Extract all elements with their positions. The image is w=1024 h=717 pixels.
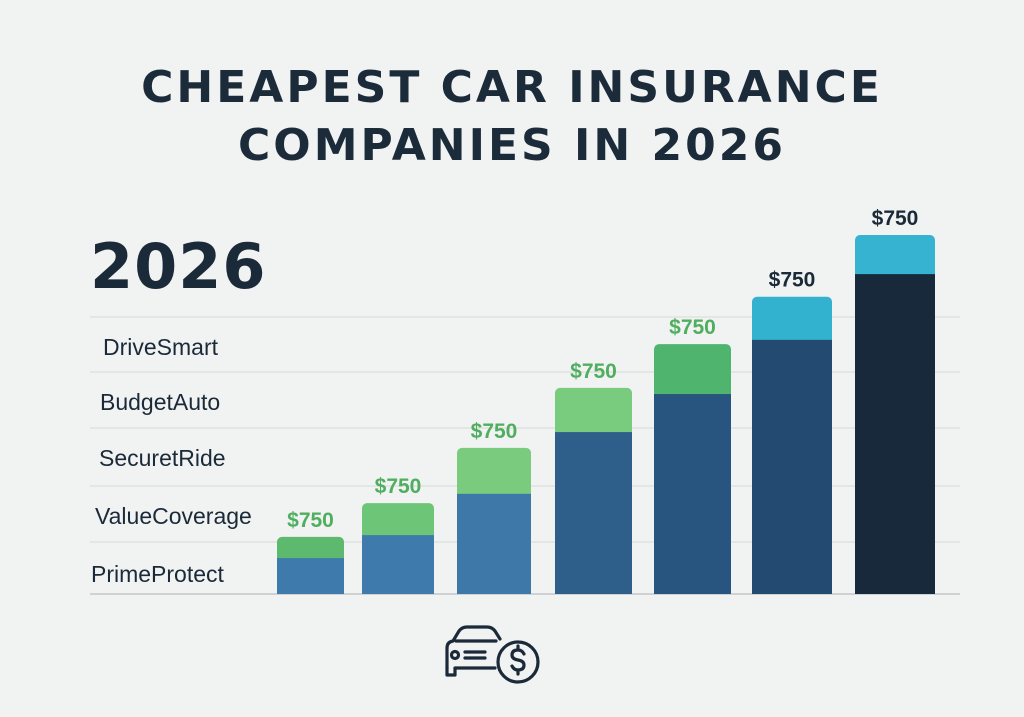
bar-top-segment xyxy=(362,503,434,542)
bar-value-label: $750 xyxy=(669,316,716,339)
row-label-valuecoverage: ValueCoverage xyxy=(95,503,252,529)
bar-base-segment xyxy=(362,535,434,594)
bar-value-label: $750 xyxy=(471,420,518,443)
bar-base-segment xyxy=(457,493,531,594)
bar-top-segment xyxy=(555,387,632,439)
bar-4: $750 xyxy=(555,360,632,594)
bar-base-segment xyxy=(752,339,832,594)
bar-2: $750 xyxy=(362,475,434,594)
bar-base-segment xyxy=(555,432,632,594)
row-label-securetride: SecuretRide xyxy=(99,445,226,471)
bar-7: $750 xyxy=(855,207,935,594)
car-dollar-icon xyxy=(445,625,540,684)
bar-value-label: $750 xyxy=(375,475,422,498)
bar-value-label: $750 xyxy=(287,509,334,532)
bar-value-label: $750 xyxy=(769,269,816,292)
bar-base-segment xyxy=(277,558,344,594)
row-label-budgetauto: BudgetAuto xyxy=(100,389,221,415)
bar-6: $750 xyxy=(752,269,832,594)
year-label: 2026 xyxy=(90,230,267,303)
bar-top-segment xyxy=(855,235,935,281)
row-label-drivesmart: DriveSmart xyxy=(103,334,219,360)
bar-3: $750 xyxy=(457,420,531,594)
bar-top-segment xyxy=(457,447,531,500)
row-label-primeprotect: PrimeProtect xyxy=(91,561,224,587)
bar-top-segment xyxy=(277,536,344,565)
bar-base-segment xyxy=(654,394,731,594)
bar-5: $750 xyxy=(654,316,731,594)
bar-value-label: $750 xyxy=(570,360,617,383)
bar-top-segment xyxy=(654,344,731,401)
bar-top-segment xyxy=(752,296,832,346)
bar-base-segment xyxy=(855,274,935,594)
bar-1: $750 xyxy=(277,509,344,594)
chart-title-line-1: CHEAPEST CAR INSURANCE xyxy=(141,62,883,113)
bar-value-label: $750 xyxy=(872,207,919,230)
chart-title-line-2: COMPANIES IN 2026 xyxy=(238,120,786,171)
